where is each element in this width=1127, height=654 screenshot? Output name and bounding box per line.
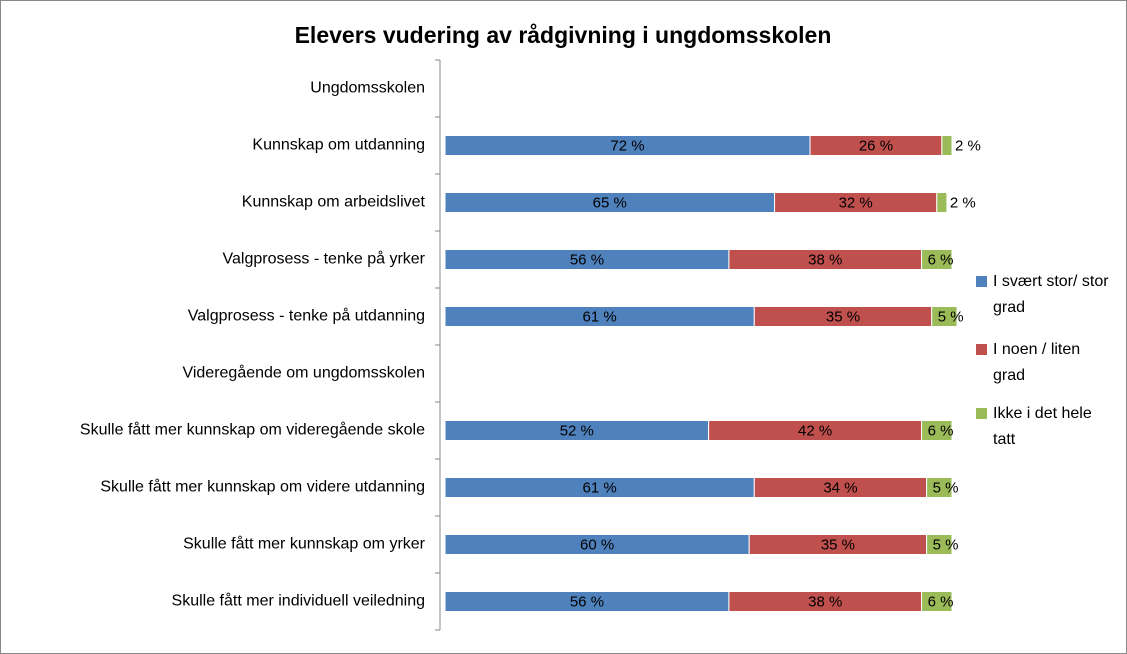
value-label: 5 % [938,308,964,325]
bar-segment [921,249,953,270]
value-label: 52 % [560,422,594,439]
legend-swatch [976,276,987,287]
y-tick-label: Skulle fått mer kunnskap om yrker [183,535,426,553]
value-label: 6 % [928,251,954,268]
value-label: 5 % [933,479,959,496]
legend-item: I noen / liten grad [976,337,1116,389]
bar-segment [921,420,953,441]
y-tick-label: Skulle fått mer individuell veiledning [172,592,425,610]
value-label: 60 % [580,536,614,553]
value-label: 35 % [826,308,860,325]
y-tick-label: Skulle fått mer kunnskap om videregående… [80,421,425,439]
value-label: 26 % [859,137,893,154]
chart-title: Elevers vudering av rådgivning i ungdoms… [295,22,832,48]
legend-label: Ikke i det hele tatt [993,405,1092,448]
value-label: 38 % [808,593,842,610]
y-tick-label: Kunnskap om arbeidslivet [242,194,426,211]
bar-segment [936,192,948,213]
legend-item: Ikke i det hele tatt [976,401,1116,453]
y-tick-label: Valgprosess - tenke på utdanning [188,307,425,325]
bar-segment [931,306,958,327]
value-label: 2 % [950,194,976,211]
value-label: 38 % [808,251,842,268]
legend-label: I svært stor/ stor grad [993,273,1109,316]
value-label: 72 % [610,137,644,154]
bar-segment [926,477,953,498]
legend-item: I svært stor/ stor grad [976,269,1116,321]
value-label: 61 % [583,479,617,496]
bar-segment [921,591,953,612]
bar-segment [941,135,953,156]
y-tick-label: Ungdomsskolen [310,80,425,97]
value-label: 5 % [933,536,959,553]
legend-swatch [976,344,987,355]
y-tick-label: Skulle fått mer kunnskap om videre utdan… [100,478,425,496]
legend-label: I noen / liten grad [993,341,1081,384]
value-label: 32 % [839,194,873,211]
value-label: 6 % [928,422,954,439]
value-label: 56 % [570,251,604,268]
y-tick-label: Kunnskap om utdanning [252,137,425,154]
legend-swatch [976,408,987,419]
value-label: 35 % [821,536,855,553]
y-tick-label: Valgprosess - tenke på yrker [223,250,426,268]
value-label: 61 % [583,308,617,325]
bar-segment [926,534,953,555]
value-label: 56 % [570,593,604,610]
value-label: 6 % [928,593,954,610]
value-label: 65 % [593,194,627,211]
value-label: 2 % [955,137,981,154]
value-label: 34 % [823,479,857,496]
y-tick-label: Videregående om ungdomsskolen [182,364,425,382]
value-label: 42 % [798,422,832,439]
